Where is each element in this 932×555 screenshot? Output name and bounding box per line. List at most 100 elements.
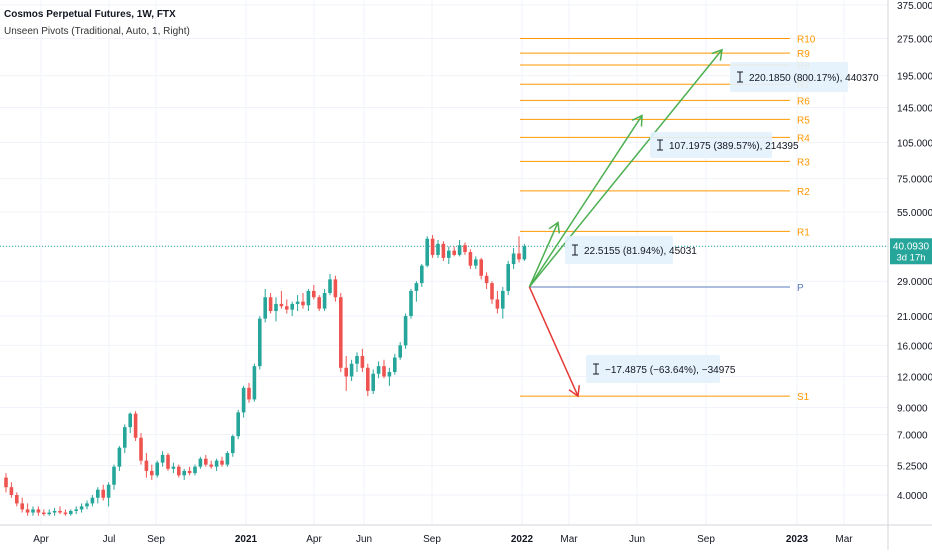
- candle-body: [252, 366, 257, 400]
- candle-body: [52, 510, 57, 513]
- candle-body: [436, 243, 440, 255]
- candle-body: [204, 458, 208, 465]
- candle-body: [106, 484, 111, 498]
- y-tick-label: 275.0000: [897, 34, 932, 45]
- x-tick-label: 2022: [511, 534, 534, 545]
- candles: [4, 235, 527, 516]
- y-tick-label: 195.0000: [897, 72, 932, 83]
- candle-body: [90, 497, 95, 504]
- x-tick-label: Jul: [103, 534, 116, 545]
- measure-label-box: [730, 62, 848, 92]
- arrow-head: [548, 221, 561, 234]
- candle-body: [209, 464, 213, 467]
- candle-body: [479, 259, 483, 276]
- measure-label: 107.1975 (389.57%), 214395: [669, 141, 799, 152]
- measure-label: 22.5155 (81.94%), 45031: [584, 246, 697, 257]
- pivot-label: R5: [797, 115, 810, 126]
- pivot-label: R10: [797, 34, 816, 45]
- candle-body: [506, 264, 510, 291]
- candle-body: [112, 466, 116, 485]
- candle-body: [333, 279, 338, 298]
- candle-body: [160, 454, 165, 463]
- candle-body: [366, 367, 370, 391]
- x-tick-label: Sep: [423, 534, 441, 545]
- candle-body: [457, 245, 462, 255]
- candle-body: [414, 283, 419, 291]
- candle-body: [447, 250, 451, 258]
- candle-body: [420, 265, 424, 284]
- candle-body: [517, 253, 521, 260]
- badge-price: 40.0930: [893, 241, 930, 252]
- candle-body: [69, 510, 73, 515]
- arrow-head: [568, 385, 581, 398]
- measure-labels: 220.1850 (800.17%), 440370 107.1975 (389.…: [565, 62, 879, 383]
- candle-body: [371, 373, 375, 391]
- measure-arrow: [528, 115, 643, 288]
- y-tick-label: 145.0000: [897, 104, 932, 115]
- candle-body: [155, 462, 159, 476]
- candle-body: [214, 460, 219, 467]
- measure-icon: [572, 244, 578, 256]
- measure-label: −17.4875 (−63.64%), −34975: [605, 365, 736, 376]
- candle-body: [490, 283, 494, 300]
- measure-arrow: [528, 222, 559, 288]
- x-tick-label: Jun: [356, 534, 372, 545]
- candle-body: [96, 489, 100, 498]
- candle-body: [150, 470, 154, 476]
- x-tick-label: Sep: [147, 534, 165, 545]
- candle-body: [123, 427, 127, 448]
- x-tick-label: Apr: [306, 534, 322, 545]
- candle-body: [441, 243, 446, 258]
- pivot-label: R1: [797, 227, 810, 238]
- candle-body: [79, 506, 84, 510]
- y-tick-label: 12.0000: [897, 372, 932, 383]
- chart-title: Cosmos Perpetual Futures, 1W, FTX: [4, 9, 176, 20]
- candle-body: [285, 306, 289, 310]
- candle-body: [511, 253, 516, 265]
- candle-body: [31, 509, 35, 513]
- measure-arrows: [528, 48, 723, 398]
- badge-bg: [890, 238, 932, 265]
- candle-body: [139, 437, 143, 461]
- candle-body: [317, 297, 321, 309]
- candle-body: [452, 250, 456, 255]
- candle-body: [344, 367, 348, 377]
- candle-body: [25, 509, 30, 513]
- pivot-label: R3: [797, 157, 810, 168]
- candle-body: [382, 366, 386, 377]
- pivot-label: R2: [797, 187, 810, 198]
- candle-body: [128, 413, 132, 428]
- y-tick-label: 4.0000: [897, 491, 928, 502]
- x-tick-label: Sep: [697, 534, 715, 545]
- badge-countdown: 3d 17h: [896, 252, 925, 263]
- candle-body: [236, 412, 240, 437]
- candle-body: [339, 297, 343, 368]
- candle-body: [322, 293, 327, 309]
- candle-body: [495, 299, 500, 309]
- candle-body: [355, 356, 359, 364]
- candle-body: [387, 372, 392, 377]
- pivot-label: R9: [797, 49, 810, 60]
- candle-body: [522, 246, 527, 260]
- candle-body: [409, 290, 413, 317]
- y-tick-label: 7.0000: [897, 431, 928, 442]
- candle-body: [241, 387, 246, 413]
- candle-body: [425, 238, 429, 266]
- candle-body: [42, 512, 46, 515]
- measure-arrow: [528, 49, 723, 288]
- candle-body: [20, 503, 24, 510]
- x-tick-label: Apr: [33, 534, 49, 545]
- candle-body: [393, 357, 397, 373]
- candle-body: [231, 436, 235, 454]
- candle-body: [474, 259, 478, 266]
- indicator-legend[interactable]: Unseen Pivots (Traditional, Auto, 1, Rig…: [4, 26, 190, 37]
- candle-body: [133, 413, 138, 438]
- x-tick-label: Mar: [560, 534, 578, 545]
- candle-body: [198, 458, 203, 467]
- candle-body: [36, 509, 41, 513]
- candle-body: [312, 290, 316, 298]
- candle-body: [501, 290, 505, 309]
- pivot-label: R4: [797, 133, 810, 144]
